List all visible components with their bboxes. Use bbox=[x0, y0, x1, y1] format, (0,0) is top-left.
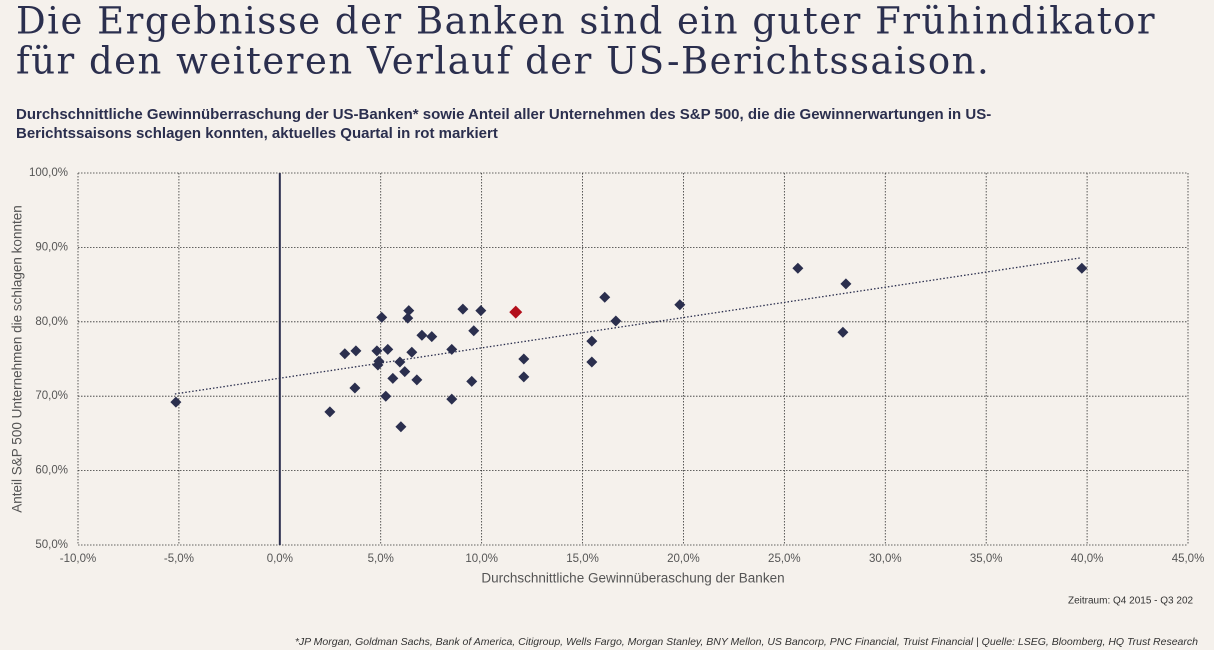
y-tick-label: 60,0% bbox=[35, 465, 68, 477]
point bbox=[599, 291, 611, 303]
point bbox=[349, 382, 361, 394]
point bbox=[610, 315, 622, 327]
x-tick-label: 35,0% bbox=[970, 553, 1003, 565]
point bbox=[518, 371, 530, 383]
y-tick-label: 70,0% bbox=[35, 390, 68, 402]
point bbox=[468, 325, 480, 337]
point bbox=[170, 396, 182, 408]
point bbox=[475, 305, 487, 317]
footnote: *JP Morgan, Goldman Sachs, Bank of Ameri… bbox=[295, 636, 1198, 648]
point bbox=[402, 312, 414, 324]
point bbox=[382, 343, 394, 355]
point bbox=[586, 356, 598, 368]
point bbox=[509, 305, 523, 319]
subtitle-line: Durchschnittliche Gewinnüberraschung der… bbox=[16, 106, 991, 123]
x-tick-label: 15,0% bbox=[566, 553, 599, 565]
point bbox=[457, 303, 469, 315]
point bbox=[416, 329, 428, 341]
title-line: für den weiteren Verlauf der US-Berichts… bbox=[16, 40, 990, 83]
point bbox=[387, 372, 399, 384]
point bbox=[674, 299, 686, 311]
point bbox=[395, 421, 407, 433]
point bbox=[446, 343, 458, 355]
x-tick-label: 45,0% bbox=[1172, 553, 1205, 565]
x-tick-label: 5,0% bbox=[368, 553, 394, 565]
x-tick-label: -5,0% bbox=[164, 553, 194, 565]
point bbox=[406, 346, 418, 358]
subtitle-line: Berichtssaisons schlagen konnten, aktuel… bbox=[16, 125, 498, 142]
x-tick-label: 20,0% bbox=[667, 553, 700, 565]
y-tick-label: 90,0% bbox=[35, 241, 68, 253]
point bbox=[324, 406, 336, 418]
point bbox=[399, 366, 411, 378]
point bbox=[376, 311, 388, 323]
trendline bbox=[174, 257, 1082, 395]
x-tick-label: 10,0% bbox=[465, 553, 498, 565]
x-tick-label: -10,0% bbox=[60, 553, 96, 565]
x-tick-label: 25,0% bbox=[768, 553, 801, 565]
point bbox=[518, 353, 530, 365]
point bbox=[411, 374, 423, 386]
point bbox=[837, 326, 849, 338]
point bbox=[1076, 262, 1088, 274]
point bbox=[446, 393, 458, 405]
point bbox=[339, 348, 351, 360]
y-tick-label: 50,0% bbox=[35, 539, 68, 551]
point bbox=[373, 355, 385, 367]
x-tick-label: 30,0% bbox=[869, 553, 902, 565]
y-tick-label: 80,0% bbox=[35, 316, 68, 328]
x-tick-label: 40,0% bbox=[1071, 553, 1104, 565]
point bbox=[466, 375, 478, 387]
title-line: Die Ergebnisse der Banken sind ein guter… bbox=[16, 0, 1156, 43]
point bbox=[586, 335, 598, 347]
y-axis-label: Anteil S&P 500 Unternehmen die schlagen … bbox=[10, 205, 25, 512]
point bbox=[403, 305, 415, 317]
point bbox=[394, 356, 406, 368]
point bbox=[371, 345, 383, 357]
period-note: Zeitraum: Q4 2015 - Q3 202 bbox=[1068, 596, 1194, 607]
y-tick-label: 100,0% bbox=[29, 167, 68, 179]
point bbox=[350, 345, 362, 357]
point bbox=[792, 262, 804, 274]
x-axis-label: Durchschnittliche Gewinnüberaschung der … bbox=[481, 571, 784, 586]
point bbox=[426, 331, 438, 343]
point bbox=[380, 390, 392, 402]
point bbox=[840, 278, 852, 290]
x-tick-label: 0,0% bbox=[267, 553, 293, 565]
